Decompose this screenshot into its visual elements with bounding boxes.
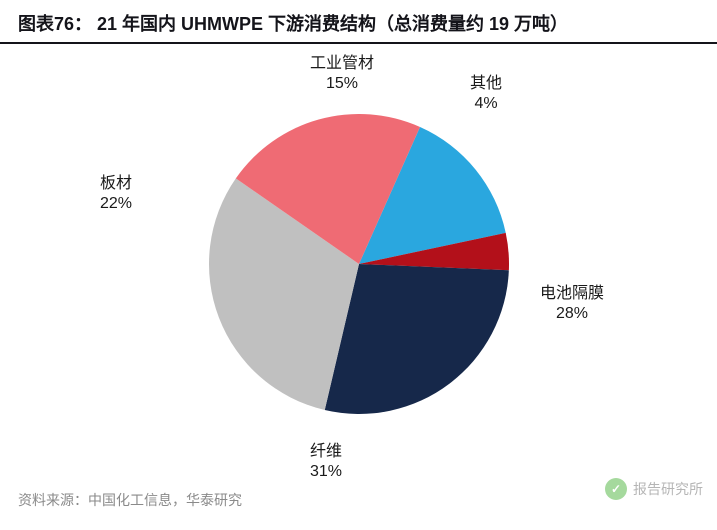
slice-name: 电池隔膜 bbox=[540, 284, 604, 304]
slice-percent: 22% bbox=[100, 194, 132, 214]
pie-slice-label: 电池隔膜28% bbox=[540, 284, 604, 324]
chart-title-bar: 图表76： 21 年国内 UHMWPE 下游消费结构（总消费量约 19 万吨） bbox=[0, 0, 717, 44]
slice-name: 工业管材 bbox=[310, 54, 374, 74]
pie-slice-label: 板材22% bbox=[100, 174, 132, 214]
watermark-text: 报告研究所 bbox=[633, 479, 703, 499]
wechat-icon: ✓ bbox=[605, 478, 627, 500]
slice-percent: 31% bbox=[310, 462, 342, 482]
slice-name: 板材 bbox=[100, 174, 132, 194]
pie-chart-area: 工业管材15% 其他4% 电池隔膜28% 纤维31% 板材22% bbox=[0, 44, 717, 484]
source-text: 资料来源：中国化工信息，华泰研究 bbox=[18, 492, 242, 508]
slice-percent: 15% bbox=[310, 74, 374, 94]
slice-percent: 4% bbox=[470, 94, 502, 114]
watermark: ✓ 报告研究所 bbox=[605, 478, 703, 500]
pie-chart bbox=[209, 114, 509, 414]
slice-percent: 28% bbox=[540, 304, 604, 324]
pie-slice-label: 工业管材15% bbox=[310, 54, 374, 94]
slice-name: 其他 bbox=[470, 74, 502, 94]
pie-slice-label: 纤维31% bbox=[310, 442, 342, 482]
slice-name: 纤维 bbox=[310, 442, 342, 462]
chart-title: 图表76： 21 年国内 UHMWPE 下游消费结构（总消费量约 19 万吨） bbox=[18, 10, 699, 36]
wechat-icon-glyph: ✓ bbox=[611, 482, 621, 496]
pie-slice-label: 其他4% bbox=[470, 74, 502, 114]
